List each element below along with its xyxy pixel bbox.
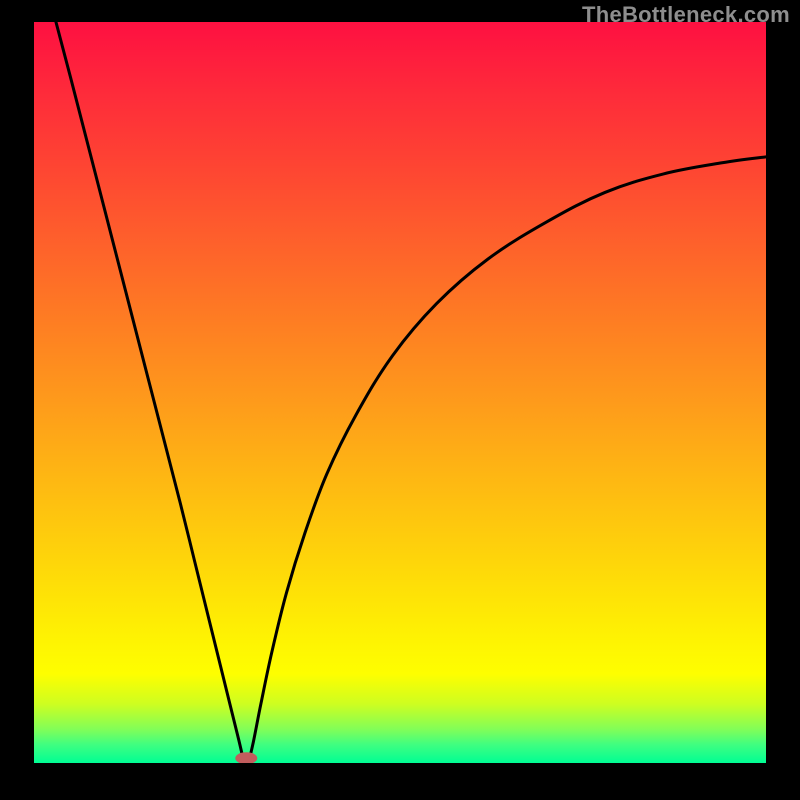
chart-background bbox=[34, 22, 766, 763]
chart-container: TheBottleneck.com bbox=[0, 0, 800, 800]
watermark-text: TheBottleneck.com bbox=[582, 2, 790, 28]
bottleneck-chart bbox=[34, 22, 766, 763]
